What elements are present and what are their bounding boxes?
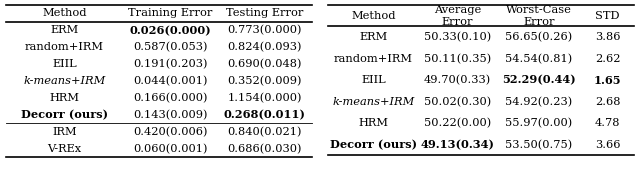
Text: 0.268(0.011): 0.268(0.011) <box>224 110 306 120</box>
Text: Method: Method <box>42 8 87 18</box>
Text: 56.65(0.26): 56.65(0.26) <box>505 32 572 42</box>
Text: 0.044(0.001): 0.044(0.001) <box>133 76 207 86</box>
Text: 4.78: 4.78 <box>595 118 620 128</box>
Text: EIIL: EIIL <box>361 75 386 85</box>
Text: EIIL: EIIL <box>52 59 77 69</box>
Text: 50.33(0.10): 50.33(0.10) <box>424 32 492 42</box>
Text: random+IRM: random+IRM <box>334 54 413 64</box>
Text: 0.352(0.009): 0.352(0.009) <box>228 76 302 86</box>
Text: IRM: IRM <box>52 127 77 137</box>
Text: 3.86: 3.86 <box>595 32 620 42</box>
Text: 0.166(0.000): 0.166(0.000) <box>133 93 207 103</box>
Text: 0.420(0.006): 0.420(0.006) <box>133 127 207 137</box>
Text: Training Error: Training Error <box>128 8 212 18</box>
Text: Method: Method <box>351 11 396 21</box>
Text: Worst-Case
Error: Worst-Case Error <box>506 5 572 27</box>
Text: 49.13(0.34): 49.13(0.34) <box>420 139 495 150</box>
Text: 53.50(0.75): 53.50(0.75) <box>505 139 572 150</box>
Text: 0.773(0.000): 0.773(0.000) <box>228 25 302 35</box>
Text: 0.026(0.000): 0.026(0.000) <box>129 25 211 36</box>
Text: ERM: ERM <box>51 25 79 35</box>
Text: Decorr (ours): Decorr (ours) <box>330 139 417 150</box>
Text: 1.65: 1.65 <box>594 75 621 86</box>
Text: 54.54(0.81): 54.54(0.81) <box>505 54 572 64</box>
Text: Testing Error: Testing Error <box>227 8 303 18</box>
Text: k-means+IRM: k-means+IRM <box>24 76 106 86</box>
Text: 49.70(0.33): 49.70(0.33) <box>424 75 492 85</box>
Text: 52.29(0.44): 52.29(0.44) <box>502 75 575 86</box>
Text: k-means+IRM: k-means+IRM <box>332 97 415 107</box>
Text: 0.143(0.009): 0.143(0.009) <box>133 110 207 120</box>
Text: V-REx: V-REx <box>47 144 81 154</box>
Text: 0.191(0.203): 0.191(0.203) <box>133 59 207 69</box>
Text: 54.92(0.23): 54.92(0.23) <box>505 96 572 107</box>
Text: Average
Error: Average Error <box>434 5 481 27</box>
Text: random+IRM: random+IRM <box>25 42 104 52</box>
Text: 0.587(0.053): 0.587(0.053) <box>133 42 207 52</box>
Text: Decorr (ours): Decorr (ours) <box>21 110 108 120</box>
Text: 0.060(0.001): 0.060(0.001) <box>133 144 207 154</box>
Text: 3.66: 3.66 <box>595 140 620 150</box>
Text: 50.02(0.30): 50.02(0.30) <box>424 96 492 107</box>
Text: 55.97(0.00): 55.97(0.00) <box>505 118 572 128</box>
Text: 0.686(0.030): 0.686(0.030) <box>228 144 302 154</box>
Text: ERM: ERM <box>360 32 388 42</box>
Text: 50.11(0.35): 50.11(0.35) <box>424 54 492 64</box>
Text: STD: STD <box>595 11 620 21</box>
Text: 0.690(0.048): 0.690(0.048) <box>228 59 302 69</box>
Text: HRM: HRM <box>358 118 388 128</box>
Text: 0.840(0.021): 0.840(0.021) <box>228 127 302 137</box>
Text: 50.22(0.00): 50.22(0.00) <box>424 118 492 128</box>
Text: HRM: HRM <box>49 93 79 103</box>
Text: 0.824(0.093): 0.824(0.093) <box>228 42 302 52</box>
Text: 2.62: 2.62 <box>595 54 620 64</box>
Text: 2.68: 2.68 <box>595 97 620 107</box>
Text: 1.154(0.000): 1.154(0.000) <box>228 93 302 103</box>
